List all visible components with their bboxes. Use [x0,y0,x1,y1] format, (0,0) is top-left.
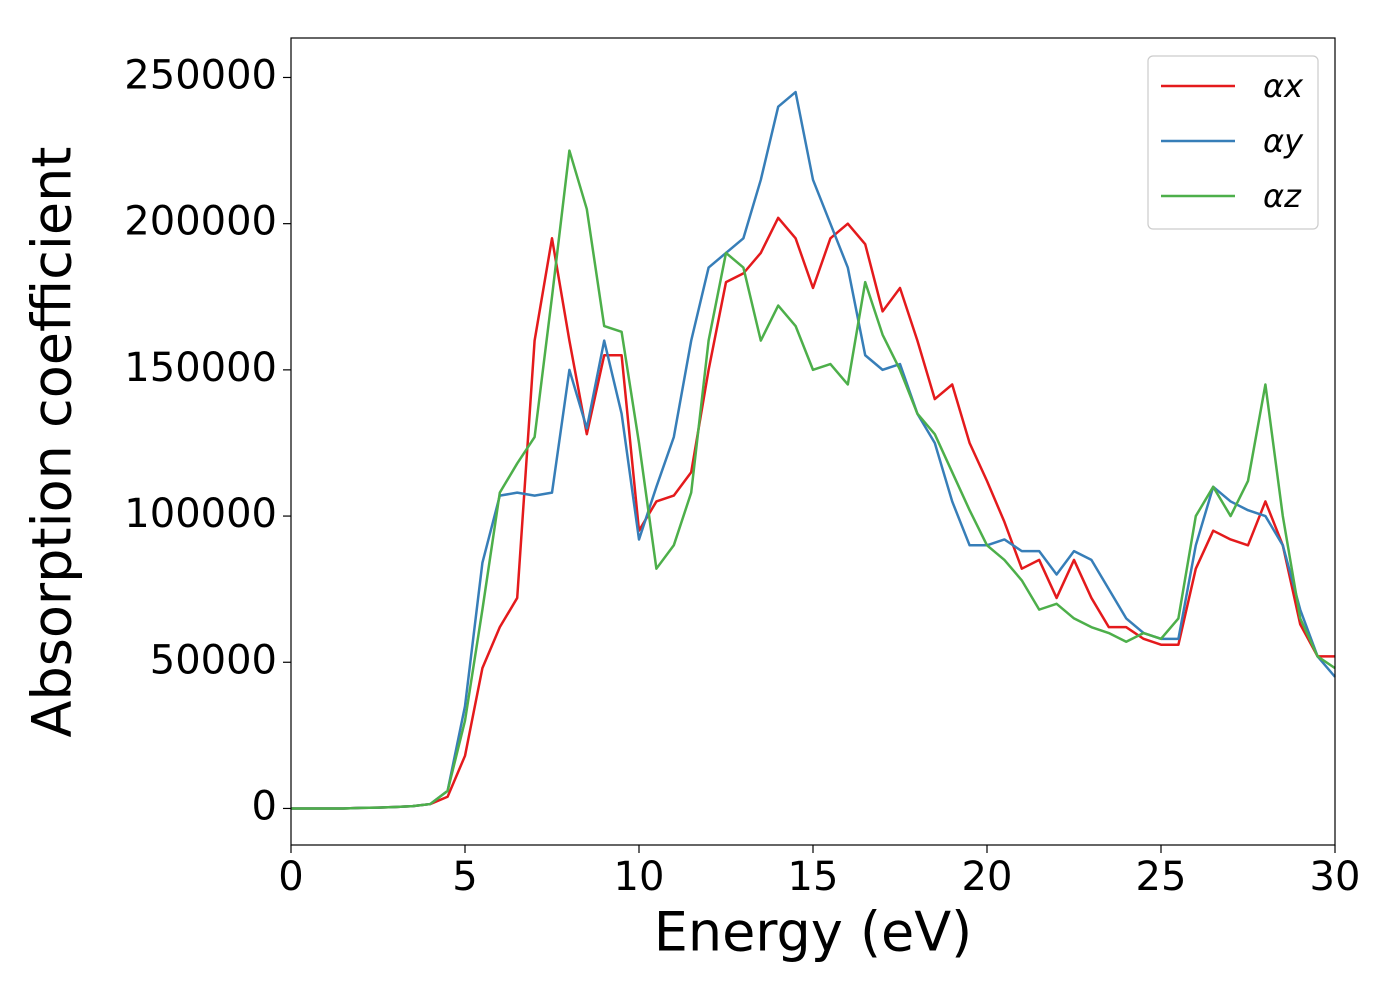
x-axis-label: Energy (eV) [654,901,973,964]
y-tick-label: 50000 [150,637,277,683]
legend-box [1147,55,1319,230]
legend-label: αy [1263,122,1304,160]
y-tick-label: 150000 [124,345,277,391]
x-tick-label: 15 [788,854,839,900]
x-tick-label: 0 [278,854,303,900]
legend-label: αx [1263,67,1304,105]
plot-frame [290,37,1336,846]
x-tick-label: 10 [614,854,665,900]
data-line [291,149,1336,810]
x-tick-label: 5 [452,854,477,900]
x-tick-label: 30 [1310,854,1361,900]
legend-label: αz [1263,177,1302,215]
data-line [291,216,1335,810]
x-tick-label: 25 [1136,854,1187,900]
x-tick-label: 20 [962,854,1013,900]
y-tick-label: 250000 [124,52,277,98]
y-tick-label: 0 [252,783,277,829]
y-tick-label: 200000 [124,199,277,245]
y-axis-label: Absorption coefficient [21,147,84,738]
y-tick-label: 100000 [124,491,277,537]
